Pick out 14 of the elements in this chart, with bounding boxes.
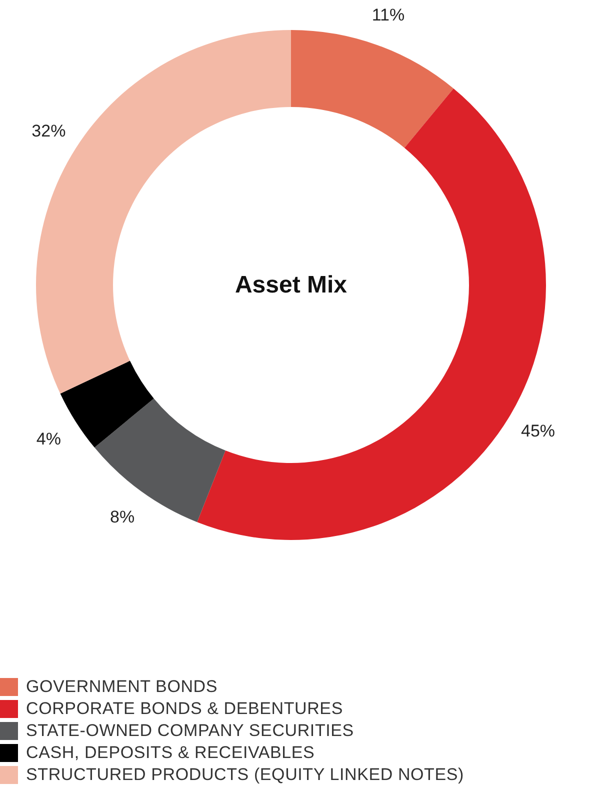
legend-label: STRUCTURED PRODUCTS (EQUITY LINKED NOTES): [26, 765, 464, 785]
legend-label: GOVERNMENT BONDS: [26, 677, 218, 697]
donut-slice: [291, 30, 454, 148]
legend-label: STATE-OWNED COMPANY SECURITIES: [26, 721, 354, 741]
data-label: 4%: [36, 429, 61, 448]
legend-label: CASH, DEPOSITS & RECEIVABLES: [26, 743, 315, 763]
data-label: 8%: [110, 508, 135, 527]
donut-slice: [94, 398, 226, 522]
data-label: 32%: [32, 122, 66, 141]
data-label: 45%: [521, 422, 556, 441]
data-label: 11%: [372, 5, 405, 24]
legend-label: CORPORATE BONDS & DEBENTURES: [26, 699, 343, 719]
donut-slice: [60, 360, 154, 448]
text: Asset Mix: [234, 272, 348, 298]
